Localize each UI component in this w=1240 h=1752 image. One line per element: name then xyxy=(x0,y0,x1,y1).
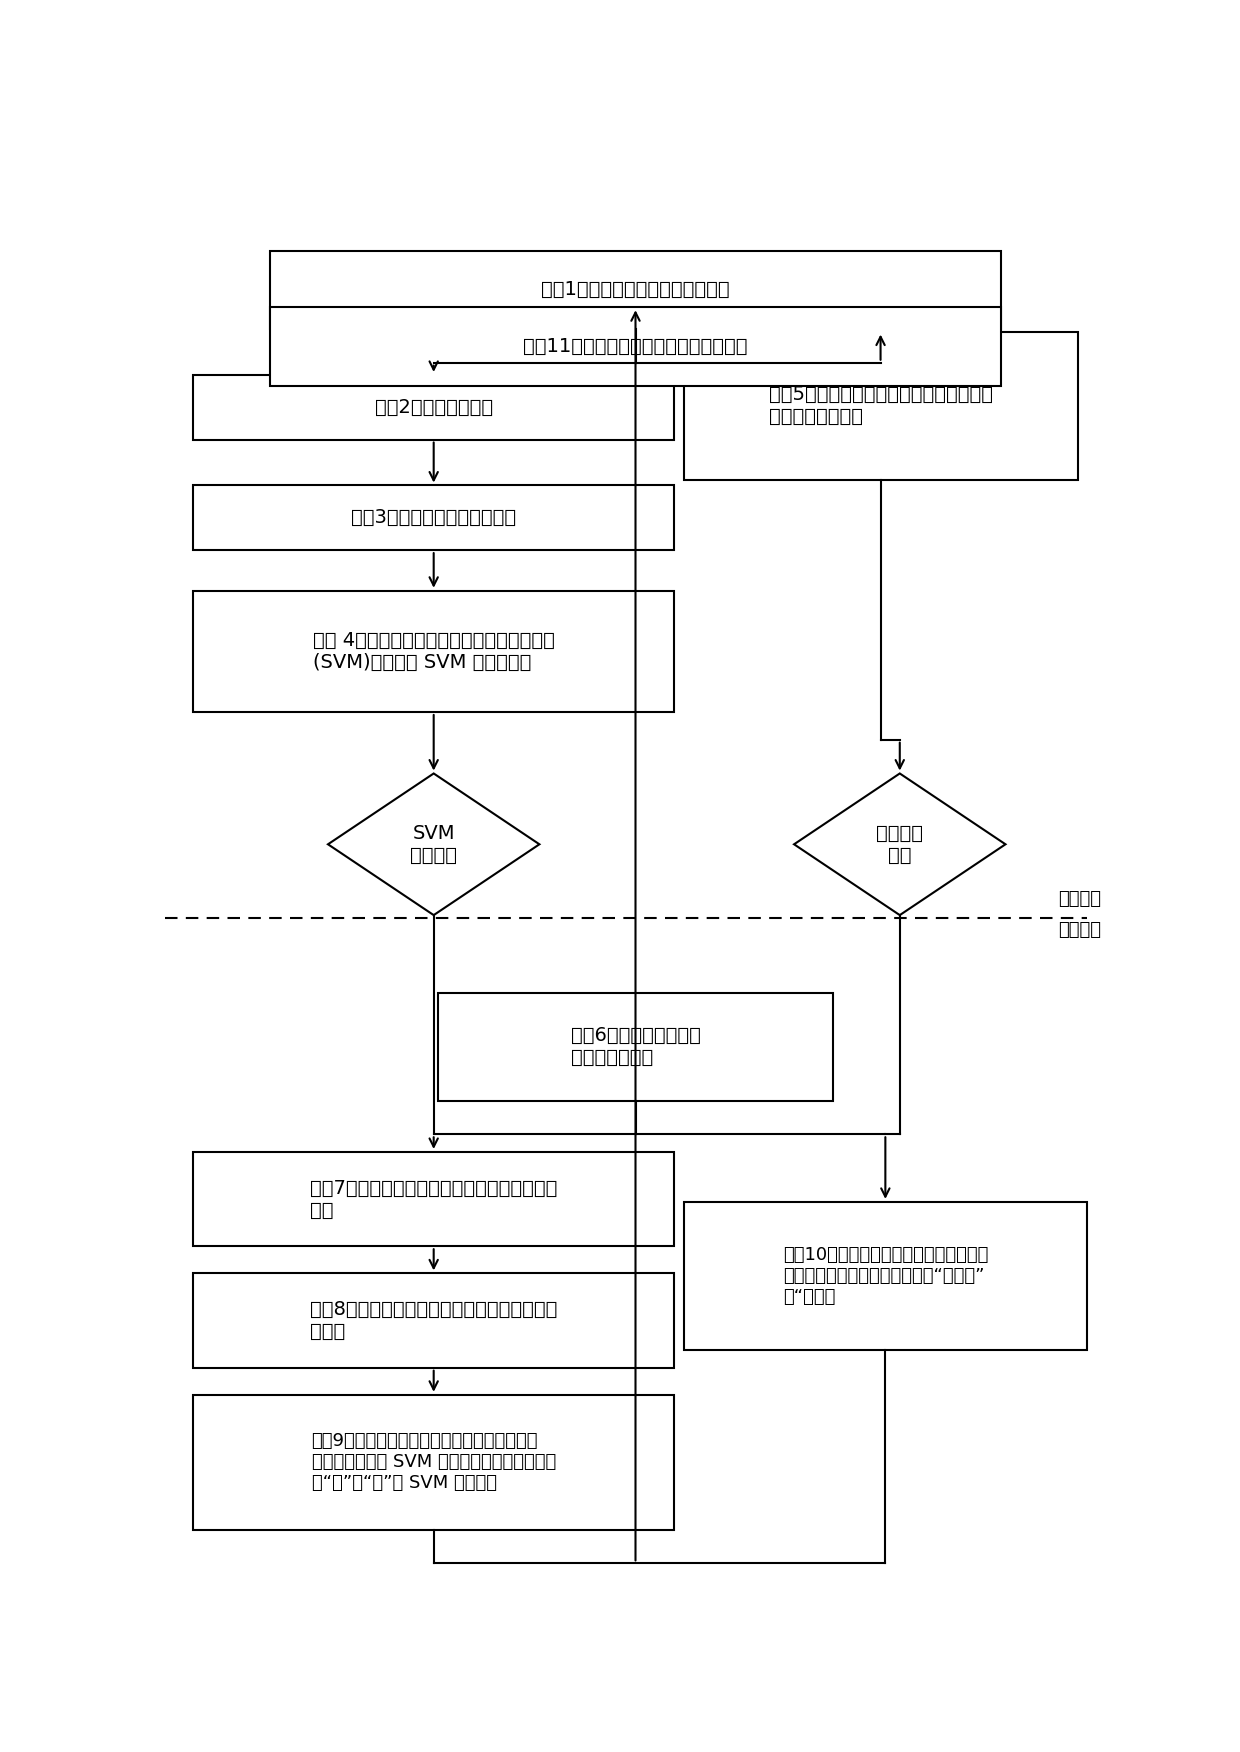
FancyBboxPatch shape xyxy=(270,251,1001,329)
FancyBboxPatch shape xyxy=(193,1274,675,1368)
Text: 步骤3：对特征数据进行归一化: 步骤3：对特征数据进行归一化 xyxy=(351,508,516,527)
Text: 步骤9：对归一化的需要进行检测的指纹的特征
数据，使用上述 SVM 的分类模型进行分类，得
到“真”或“假”的 SVM 分类结果: 步骤9：对归一化的需要进行检测的指纹的特征 数据，使用上述 SVM 的分类模型进… xyxy=(311,1433,556,1493)
Text: 步骤2：提取特征数据: 步骤2：提取特征数据 xyxy=(374,398,492,417)
Text: 检测过程: 检测过程 xyxy=(1059,922,1101,939)
Text: SVM
分类模型: SVM 分类模型 xyxy=(410,823,458,865)
FancyBboxPatch shape xyxy=(193,375,675,440)
FancyBboxPatch shape xyxy=(270,307,1001,385)
Polygon shape xyxy=(327,773,539,915)
Text: 训练过程: 训练过程 xyxy=(1059,890,1101,908)
FancyBboxPatch shape xyxy=(683,331,1078,480)
Text: 稀疏表示
字典: 稀疏表示 字典 xyxy=(877,823,924,865)
FancyBboxPatch shape xyxy=(193,1151,675,1246)
Text: 步骤 4：对归一化的特征数据进行支持向量机
(SVM)训练得到 SVM 的分类模型: 步骤 4：对归一化的特征数据进行支持向量机 (SVM)训练得到 SVM 的分类模… xyxy=(312,631,554,671)
FancyBboxPatch shape xyxy=(193,485,675,550)
Text: 步骤11：综合决策得出综合决策分类结果: 步骤11：综合决策得出综合决策分类结果 xyxy=(523,336,748,356)
FancyBboxPatch shape xyxy=(193,1395,675,1529)
FancyBboxPatch shape xyxy=(193,590,675,711)
Text: 步骤5：对训练使用的指纹图像提取子图，
训练稀疏表示字典: 步骤5：对训练使用的指纹图像提取子图， 训练稀疏表示字典 xyxy=(769,385,992,426)
Polygon shape xyxy=(794,773,1006,915)
Text: 步骤6：对需要进行检测
的指纹提取图像: 步骤6：对需要进行检测 的指纹提取图像 xyxy=(570,1027,701,1067)
Text: 步骤1：采集数百张真、假指纹图像: 步骤1：采集数百张真、假指纹图像 xyxy=(541,280,730,300)
FancyBboxPatch shape xyxy=(439,993,832,1100)
FancyBboxPatch shape xyxy=(683,1202,1087,1351)
Text: 步骤10：对归一化的需要进行检测图像提
取子图，进行稀疏表示，判断为“真子图”
或“假子图: 步骤10：对归一化的需要进行检测图像提 取子图，进行稀疏表示，判断为“真子图” … xyxy=(782,1246,988,1305)
Text: 步骤7：对需要进行检测的指纹的图像提取特征
数据: 步骤7：对需要进行检测的指纹的图像提取特征 数据 xyxy=(310,1179,557,1219)
Text: 步骤8：对需要进行检测的指纹的特征数据进行
归一化: 步骤8：对需要进行检测的指纹的特征数据进行 归一化 xyxy=(310,1300,557,1340)
